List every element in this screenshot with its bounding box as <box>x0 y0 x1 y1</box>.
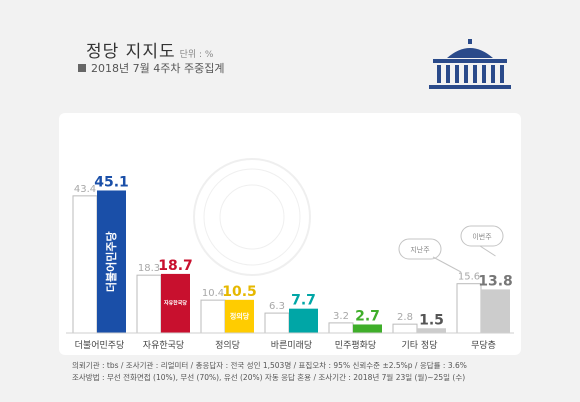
legend-callout-prev: 지난주 <box>398 238 462 273</box>
legend-callout-current: 이번주 <box>460 225 504 257</box>
bar-party-mark-1: 더불어민주당 <box>104 231 118 292</box>
value-label-current-7: 13.8 <box>478 273 513 289</box>
value-label-current-1: 45.1 <box>94 174 129 190</box>
category-label-5: 민주평화당 <box>335 340 376 351</box>
value-label-prev-5: 3.2 <box>333 311 349 322</box>
category-label-1: 더불어민주당 <box>75 340 125 351</box>
bar-current-1 <box>97 190 126 333</box>
value-label-current-3: 10.5 <box>222 284 257 300</box>
legend-prev-label: 지난주 <box>410 245 430 254</box>
national-assembly-icon <box>429 39 511 89</box>
category-label-3: 정의당 <box>215 340 240 351</box>
category-label-7: 무당층 <box>471 340 496 351</box>
unit-label: 단위 : % <box>179 50 214 60</box>
title-text: 정당 지지도 <box>86 42 176 62</box>
bar-prev-6 <box>392 323 418 334</box>
value-label-prev-7: 15.6 <box>458 272 480 283</box>
value-label-current-2: 18.7 <box>158 258 193 274</box>
bar-current-3 <box>225 299 254 333</box>
bar-prev-4 <box>264 312 290 334</box>
value-label-prev-1: 43.4 <box>74 184 96 195</box>
square-bullet-icon <box>78 64 86 72</box>
chart-title: 정당 지지도 단위 : % <box>86 37 213 62</box>
bar-current-5 <box>353 324 382 333</box>
bar-party-mark-2: 자유한국당 <box>164 299 187 306</box>
footer-notes: 의뢰기관 : tbs / 조사기관 : 리얼미터 / 총응답자 : 전국 성인 … <box>72 360 467 384</box>
value-label-prev-3: 10.4 <box>202 288 224 299</box>
callout-pointer-prev <box>432 256 462 273</box>
bar-current-4 <box>289 308 318 333</box>
callout-bubble-prev <box>398 238 442 260</box>
bar-current-2 <box>161 273 190 333</box>
bar-current-6 <box>417 328 446 333</box>
chart-subtitle: 2018년 7월 4주차 주중집계 <box>78 60 224 76</box>
bar-party-mark-3: 정의당 <box>230 311 250 320</box>
watermark-seal <box>193 158 311 276</box>
bar-prev-3 <box>200 299 226 334</box>
value-label-current-6: 1.5 <box>419 312 444 328</box>
value-label-prev-2: 18.3 <box>138 263 160 274</box>
bar-prev-7 <box>456 283 482 334</box>
subtitle-text: 2018년 7월 4주차 주중집계 <box>91 62 225 75</box>
bar-current-7 <box>481 289 510 333</box>
category-label-6: 기타 정당 <box>402 340 438 351</box>
value-label-prev-6: 2.8 <box>397 312 413 323</box>
callout-bubble-current <box>460 225 504 247</box>
value-label-current-5: 2.7 <box>355 308 380 324</box>
bar-prev-5 <box>328 322 354 334</box>
bar-prev-2 <box>136 274 162 334</box>
bar-prev-1 <box>72 195 98 334</box>
footer-line-2: 조사방법 : 무선 전화면접 (10%), 무선 (70%), 유선 (20%)… <box>72 373 466 382</box>
category-label-2: 자유한국당 <box>143 340 184 351</box>
footer-line-1: 의뢰기관 : tbs / 조사기관 : 리얼미터 / 총응답자 : 전국 성인 … <box>72 361 467 370</box>
category-label-4: 바른미래당 <box>271 340 312 351</box>
callout-pointer-current <box>479 245 496 257</box>
legend-current-label: 이번주 <box>472 232 492 241</box>
header: 정당 지지도 단위 : % 2018년 7월 4주차 주중집계 <box>0 0 580 110</box>
value-label-current-4: 7.7 <box>291 293 316 309</box>
value-label-prev-4: 6.3 <box>269 301 285 312</box>
